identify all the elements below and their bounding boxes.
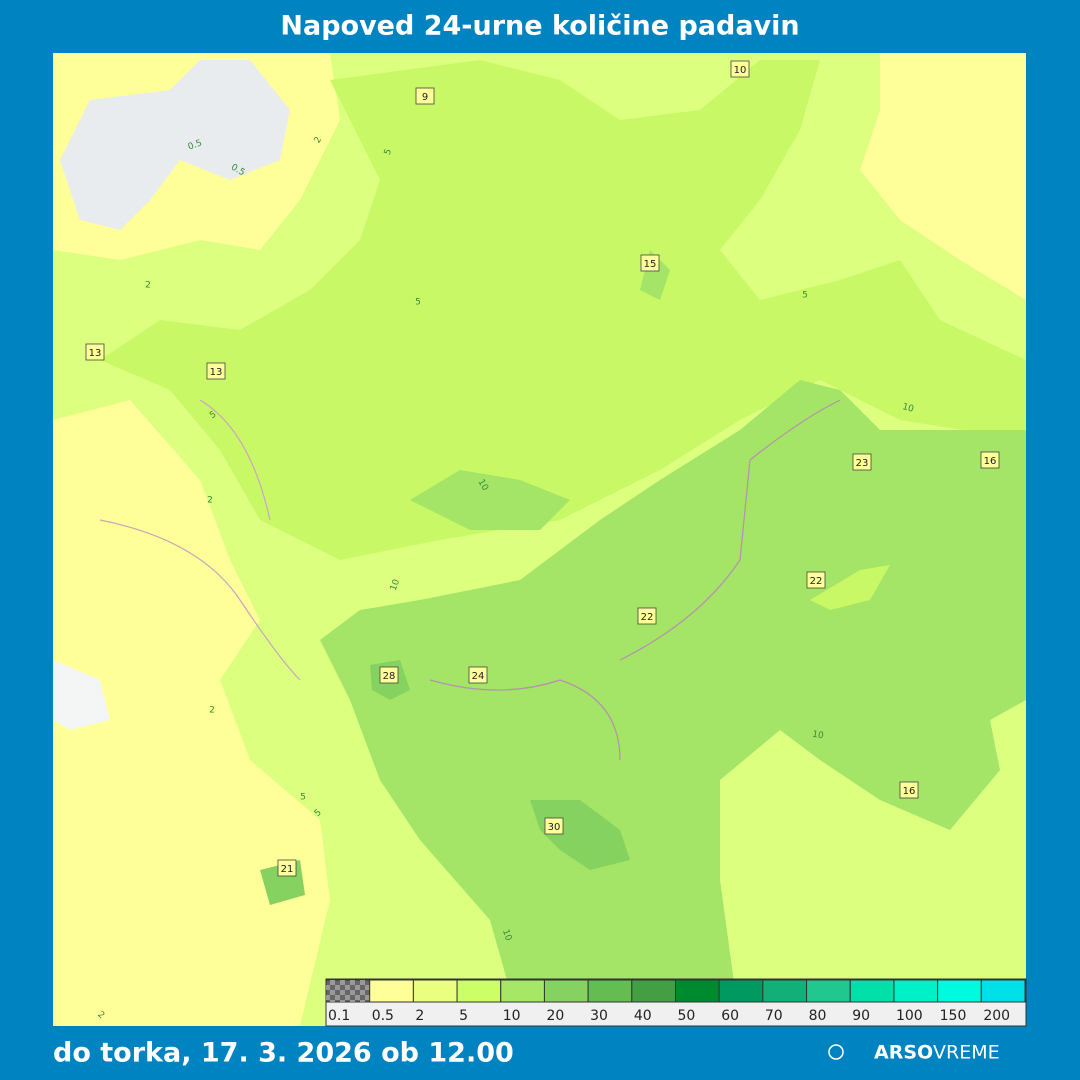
legend-label: 2 — [415, 1008, 424, 1024]
wet-area — [320, 380, 1026, 1026]
map-label: 16 — [903, 786, 916, 797]
moist-area — [810, 565, 890, 610]
legend-swatch — [980, 979, 1026, 1003]
legend-swatch — [718, 979, 764, 1003]
date: do torka, 17. 3. 2026 ob 12.00 — [53, 1038, 514, 1069]
legend-label: 90 — [852, 1008, 870, 1024]
contour-label: 2 — [209, 706, 215, 716]
legend-label: 40 — [634, 1008, 652, 1024]
legend-label: 200 — [983, 1008, 1010, 1024]
map-label: 22 — [810, 576, 823, 587]
label-box — [852, 453, 872, 471]
label-box — [806, 571, 826, 589]
contour-label: 5 — [415, 298, 421, 308]
contour-label: 5 — [802, 291, 808, 301]
contour-label: 2 — [145, 281, 151, 291]
brand: ARSO — [874, 1042, 933, 1064]
contour-label: 0.5 — [187, 138, 204, 152]
label-box — [277, 859, 297, 877]
label-box — [730, 60, 750, 78]
dry-area — [860, 53, 1026, 300]
contour-label: 5 — [313, 808, 324, 819]
map-label: 22 — [641, 612, 654, 623]
logo: ARSO VREME — [828, 1042, 1000, 1064]
title: Napoved 24-urne količine padavin — [280, 11, 799, 42]
label-box — [637, 607, 657, 625]
label-box — [980, 451, 1000, 469]
border — [429, 399, 841, 761]
map — [53, 53, 1026, 1026]
map-label: 23 — [856, 458, 869, 469]
label-box — [85, 343, 105, 361]
legend-label: 150 — [940, 1008, 967, 1024]
legend-swatch — [456, 979, 502, 1003]
legend-label: 0.1 — [328, 1008, 350, 1024]
legend-label: 100 — [896, 1008, 923, 1024]
contour-label: 2 — [207, 496, 213, 506]
label-box — [415, 87, 435, 105]
legend-label: 50 — [678, 1008, 696, 1024]
dry-area — [53, 400, 330, 1026]
contour-label: 10 — [811, 730, 824, 742]
map-label: 21 — [281, 864, 294, 875]
legend-swatch — [937, 979, 982, 1003]
contour-label: 10 — [389, 578, 402, 592]
legend-swatch — [500, 979, 545, 1003]
label-box — [544, 817, 564, 835]
legend-swatch — [631, 979, 676, 1003]
logo-icon — [828, 1044, 844, 1060]
label-box — [468, 666, 488, 684]
legend-label: 5 — [459, 1008, 468, 1024]
low-area — [53, 660, 110, 730]
moist-area — [100, 60, 1026, 560]
map-label: 28 — [383, 671, 396, 682]
legend-swatch — [849, 979, 895, 1003]
contour-label: 5 — [383, 148, 394, 157]
legend-label: 60 — [721, 1008, 739, 1024]
legend: 0.1 0.5 2 5 10 20 30 40 50 60 70 80 90 100 150 200 — [325, 978, 1027, 1027]
legend-label: 70 — [765, 1008, 783, 1024]
legend-swatch — [806, 979, 851, 1003]
label-box — [206, 362, 226, 380]
legend-swatch — [762, 979, 808, 1003]
legend-swatch-pattern — [326, 980, 370, 1002]
low-area — [60, 60, 290, 230]
legend-label: 80 — [809, 1008, 827, 1024]
legend-swatch — [893, 979, 939, 1003]
map-label: 30 — [548, 822, 561, 833]
brand-sub: VREME — [933, 1042, 1000, 1064]
contour-label: 10 — [500, 928, 513, 942]
very-wet-area — [530, 800, 630, 870]
legend-swatch — [412, 979, 458, 1003]
map-label: 16 — [984, 456, 997, 467]
contour-label: 10 — [901, 402, 915, 415]
contour-label: 5 — [208, 410, 218, 422]
contour-label: 5 — [300, 793, 306, 803]
contour-label: 2 — [95, 1010, 106, 1021]
map-label: 9 — [422, 92, 428, 103]
contour-label: 2 — [313, 135, 325, 145]
map-label: 10 — [734, 65, 747, 76]
label-box — [640, 254, 660, 272]
legend-label: 20 — [546, 1008, 564, 1024]
legend-label: 10 — [503, 1008, 521, 1024]
legend-label: 0.5 — [372, 1008, 394, 1024]
legend-swatch — [369, 979, 414, 1003]
label-box — [379, 666, 399, 684]
label-box — [899, 781, 919, 799]
map-label: 15 — [644, 259, 657, 270]
border — [99, 399, 301, 681]
legend-swatch — [543, 979, 589, 1003]
legend-swatch — [675, 979, 720, 1003]
map-label: 13 — [210, 367, 223, 378]
wet-area — [410, 470, 570, 530]
map-label: 13 — [89, 348, 102, 359]
legend-label: 30 — [590, 1008, 608, 1024]
map-label: 24 — [472, 671, 485, 682]
legend-swatch — [587, 979, 633, 1003]
